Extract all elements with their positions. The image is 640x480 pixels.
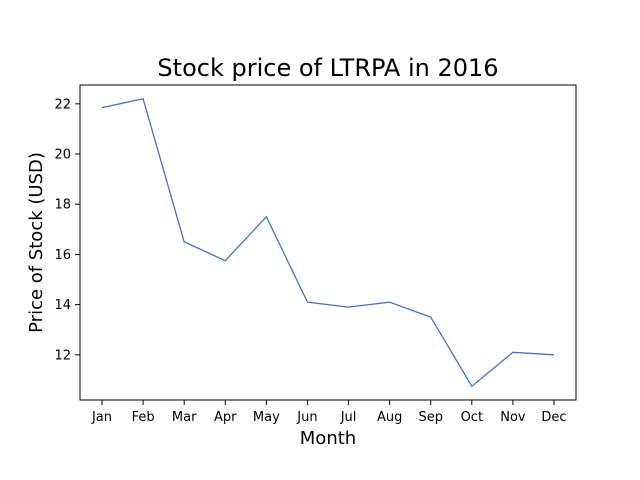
x-tick-label: Dec — [541, 410, 566, 425]
x-tick-label: May — [253, 410, 280, 425]
series-line — [101, 98, 555, 388]
y-tick-label: 14 — [54, 298, 71, 313]
x-tick-label: Jun — [296, 410, 317, 425]
y-axis-title: Price of Stock (USD) — [26, 152, 47, 333]
x-axis-title: Month — [300, 428, 356, 449]
y-tick-label: 20 — [54, 148, 71, 163]
x-tick-label: Apr — [214, 410, 237, 425]
y-tick-label: 16 — [54, 248, 71, 263]
y-tick-label: 22 — [54, 97, 71, 112]
x-axis: Jan Feb Mar Apr May Jun Jul Aug Sep Oct Nov Dec — [91, 400, 567, 425]
plot-frame — [79, 84, 577, 401]
x-tick-label: Sep — [418, 410, 443, 425]
x-tick-label: Nov — [500, 410, 526, 425]
y-tick-label: 12 — [54, 348, 71, 363]
x-tick-label: Oct — [461, 410, 483, 425]
x-tick-label: Aug — [377, 410, 402, 425]
x-tick-label: Feb — [132, 410, 155, 425]
y-axis: 12 14 16 18 20 22 — [54, 97, 80, 363]
y-tick-label: 18 — [54, 198, 71, 213]
x-tick-label: Mar — [172, 410, 197, 425]
x-tick-label: Jan — [91, 410, 112, 425]
plot-area: 12 14 16 18 20 22 Jan Feb Mar Apr May Jun Jul Aug Sep… — [54, 84, 577, 425]
chart-title: Stock price of LTRPA in 2016 — [157, 54, 498, 82]
x-tick-label: Jul — [340, 410, 357, 425]
